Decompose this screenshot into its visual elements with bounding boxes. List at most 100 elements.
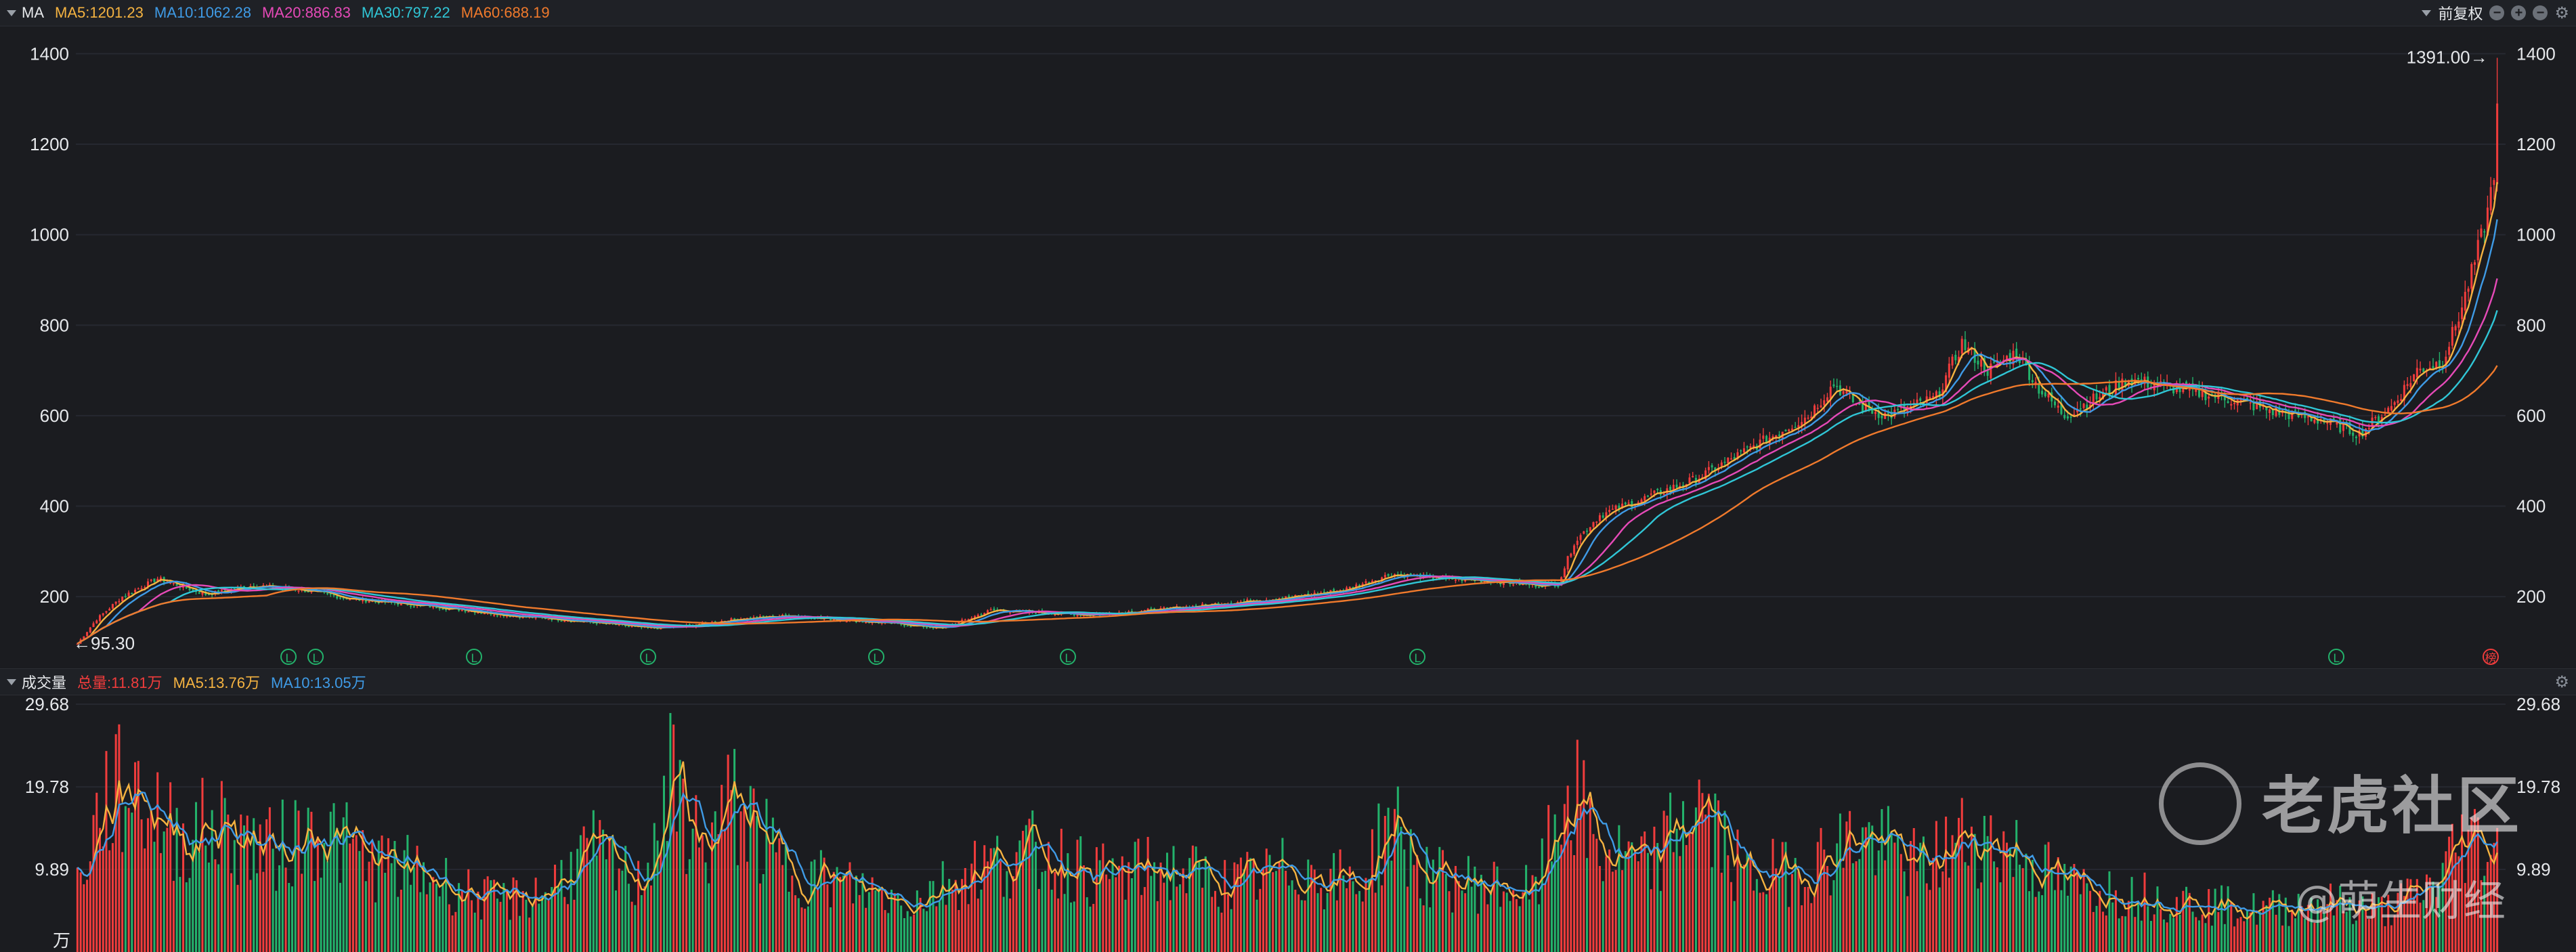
volume-bar [255, 873, 258, 952]
volume-bar [2330, 883, 2332, 952]
volume-bar-chart[interactable]: 29.68 29.68 19.78 19.78 9.89 9.89 万 [0, 695, 2576, 952]
candle-body [1784, 429, 1787, 431]
candle-body [1759, 439, 1761, 448]
candle-body [2105, 387, 2107, 391]
volume-bar [839, 877, 842, 952]
volume-bar [826, 884, 829, 952]
volume-bar [1377, 803, 1380, 952]
candle-body [329, 592, 332, 595]
volume-bar [695, 795, 697, 952]
collapse-chevron-icon[interactable] [7, 9, 16, 16]
volume-bar [554, 865, 557, 952]
candle-body [118, 601, 121, 603]
candle-body [2118, 382, 2120, 391]
settings-gear-icon[interactable]: ⚙ [2554, 3, 2569, 22]
volume-bar [1608, 849, 1611, 952]
volume-bar [1973, 834, 1976, 952]
event-marker-text: L [1065, 652, 1071, 666]
volume-bar [842, 875, 845, 952]
volume-bar [1457, 881, 1460, 952]
volume-bar [1755, 879, 1758, 952]
candle-body [108, 608, 111, 611]
volume-bar [1784, 842, 1787, 952]
volume-bar [2265, 905, 2268, 952]
price-candlestick-chart[interactable]: 1400 1400 1200 1200 1000 1000 800 800 600 600 400 4… [0, 26, 2576, 668]
volume-bar [1442, 850, 1444, 952]
candle-body [563, 620, 566, 622]
candle-body [2015, 348, 2018, 358]
candle-body [1387, 574, 1390, 576]
volume-bar [1855, 861, 1858, 952]
volume-bar [445, 858, 448, 952]
candle-body [2095, 393, 2098, 399]
candle-body [2361, 429, 2364, 437]
zoom-in-icon[interactable]: + [2511, 5, 2527, 20]
candle-body [2310, 416, 2313, 422]
volume-legend-label-1: MA5:13.76万 [173, 674, 260, 691]
volume-bar [217, 864, 220, 952]
volume-bar [275, 890, 278, 952]
volume-bar [259, 824, 261, 952]
volume-bar [534, 878, 537, 952]
candle-body [1454, 580, 1457, 581]
candle-body [518, 616, 521, 618]
volume-bar [509, 919, 511, 952]
volume-bar [1781, 842, 1784, 952]
candle-body [2355, 436, 2357, 439]
adjust-dropdown-icon[interactable] [2422, 9, 2432, 16]
candle-body [2461, 307, 2464, 320]
adjust-mode-selector[interactable]: 前复权 [2438, 5, 2483, 22]
candle-body [1960, 339, 1963, 354]
volume-bar [819, 850, 822, 952]
volume-bar [1887, 806, 1889, 952]
candle-body [345, 598, 348, 600]
volume-title[interactable]: 成交量 [22, 674, 67, 691]
volume-bar [355, 835, 358, 952]
volume-bar [557, 886, 559, 952]
volume-bar [1146, 837, 1149, 952]
volume-bar [1576, 739, 1579, 952]
event-marker-l: L [466, 649, 482, 666]
candle-body [1727, 457, 1730, 464]
candle-body [201, 592, 204, 595]
volume-bar [2227, 886, 2229, 952]
volume-bar [1515, 899, 1518, 952]
volume-bar [1054, 871, 1056, 952]
volume-bar [1679, 856, 1681, 952]
volume-bar [2467, 829, 2470, 952]
volume-bar [880, 890, 883, 952]
volume-bar [1037, 888, 1040, 952]
candle-body [2230, 404, 2233, 406]
volume-bar [1749, 854, 1752, 952]
volume-bar [2166, 922, 2168, 952]
candle-body [473, 611, 476, 613]
candle-body [1576, 540, 1579, 545]
volume-bar [1862, 827, 1864, 952]
volume-bar [2496, 827, 2499, 952]
volume-bar [1067, 853, 1069, 952]
volume-bar [2153, 914, 2155, 952]
minimize-icon[interactable]: − [2533, 5, 2548, 20]
candle-body [2025, 359, 2027, 366]
volume-bar [954, 880, 957, 952]
event-marker-text: L [1414, 652, 1421, 666]
candle-body [1243, 601, 1245, 603]
volume-bar [893, 893, 896, 952]
volume-bar [240, 814, 242, 952]
candle-body [986, 610, 989, 613]
volume-bar [1233, 862, 1236, 952]
candle-body [1964, 339, 1967, 350]
volume-settings-gear-icon[interactable]: ⚙ [2554, 672, 2569, 691]
volume-bar [602, 829, 605, 952]
volume-bar [1047, 842, 1050, 952]
event-marker-circle [1409, 649, 1425, 665]
volume-bar [2073, 864, 2076, 952]
volume-bar [660, 852, 662, 952]
indicator-selector[interactable]: MA [22, 4, 44, 21]
zoom-out-icon[interactable]: − [2489, 5, 2505, 20]
volume-bar [1483, 884, 1486, 952]
collapse-volume-chevron-icon[interactable] [7, 678, 16, 685]
volume-bar [1509, 901, 1511, 952]
volume-bar [2099, 890, 2101, 952]
volume-bar [1701, 793, 1704, 952]
